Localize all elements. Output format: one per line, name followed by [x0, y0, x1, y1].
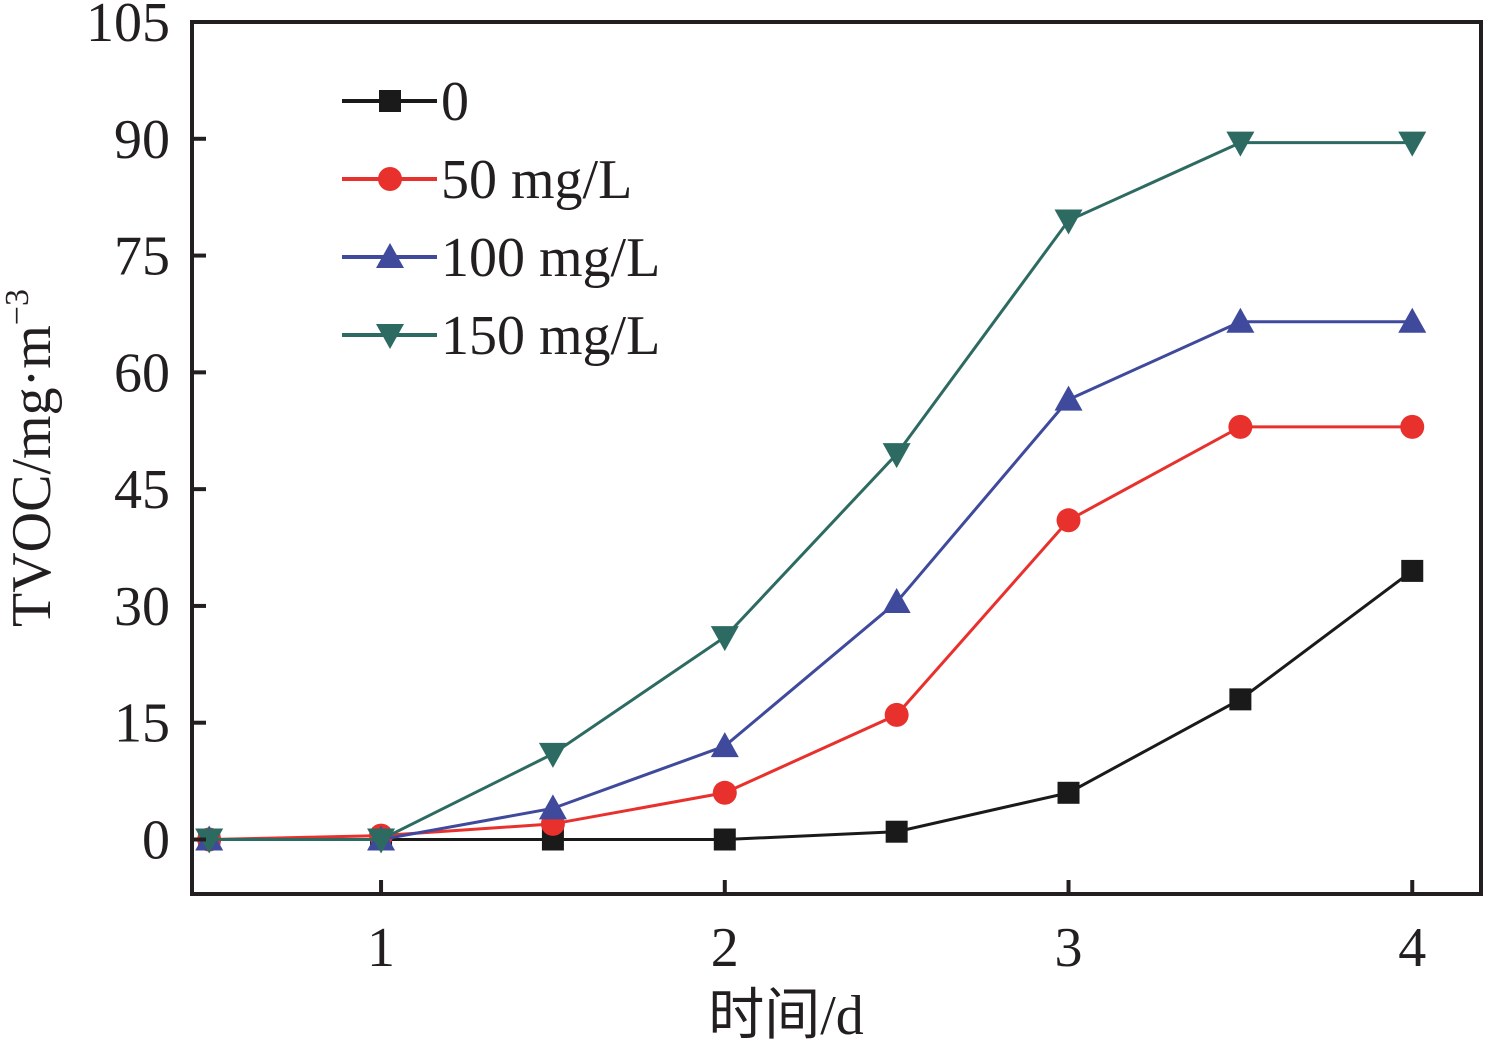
data-point-3-3 — [710, 626, 739, 652]
data-point-3-4 — [882, 443, 911, 469]
x-tick-label-1: 2 — [711, 917, 739, 979]
series-0 — [198, 559, 1424, 851]
data-point-3-2 — [538, 742, 567, 768]
data-point-1-5 — [1056, 508, 1081, 533]
series-line-3 — [209, 141, 1413, 841]
legend-marker-1 — [378, 167, 402, 191]
data-point-1-6 — [1228, 414, 1253, 439]
data-point-3-1 — [367, 828, 396, 854]
data-point-1-4 — [884, 702, 909, 727]
legend-label-1: 50 mg/L — [441, 149, 632, 211]
data-point-3-5 — [1054, 209, 1083, 235]
series-line-1 — [209, 425, 1413, 841]
y-tick-label-6: 90 — [114, 109, 170, 171]
y-tick-label-1: 15 — [114, 693, 170, 755]
y-tick-label-4: 60 — [114, 342, 170, 404]
y-tick-label-0: 0 — [142, 810, 170, 872]
y-tick-label-2: 30 — [114, 576, 170, 638]
data-point-2-6 — [1226, 307, 1255, 333]
data-point-2-5 — [1054, 385, 1083, 411]
x-axis-ticks: 1 2 3 4 — [367, 880, 1426, 979]
y-axis-title-superscript: −3 — [0, 289, 36, 325]
x-tick-label-0: 1 — [367, 917, 395, 979]
x-axis-title: 时间/d — [708, 985, 864, 1045]
y-axis-title: TVOC/mg·m−3 — [0, 289, 63, 627]
data-point-0-7 — [1401, 559, 1424, 582]
legend-item-2: 100 mg/L — [342, 227, 660, 289]
legend-label-2: 100 mg/L — [441, 227, 660, 289]
series-3 — [195, 131, 1427, 854]
data-point-0-3 — [713, 828, 736, 851]
y-tick-label-5: 75 — [114, 226, 170, 288]
data-point-1-3 — [712, 780, 737, 805]
legend-label-0: 0 — [441, 71, 469, 133]
legend: 0 50 mg/L 100 mg/L 150 mg/L — [342, 71, 660, 367]
x-tick-label-2: 3 — [1055, 917, 1083, 979]
data-point-2-3 — [710, 732, 739, 758]
data-point-3-6 — [1226, 131, 1255, 157]
legend-marker-3 — [376, 324, 404, 349]
data-point-0-6 — [1229, 688, 1252, 711]
legend-item-1: 50 mg/L — [342, 149, 632, 211]
x-tick-label-3: 4 — [1398, 917, 1426, 979]
series-line-2 — [209, 320, 1413, 841]
y-axis-ticks: 0 15 30 45 60 75 90 105 — [86, 0, 206, 872]
y-tick-label-3: 45 — [114, 459, 170, 521]
legend-label-3: 150 mg/L — [441, 305, 660, 367]
y-axis-title-main: TVOC/mg·m — [1, 325, 63, 627]
series-line-0 — [209, 569, 1414, 841]
series-2 — [195, 307, 1427, 851]
y-tick-label-7: 105 — [86, 0, 170, 54]
data-point-0-5 — [1057, 781, 1080, 804]
legend-marker-2 — [376, 243, 404, 268]
data-point-2-4 — [882, 588, 911, 614]
legend-marker-0 — [379, 90, 401, 112]
plot-frame — [190, 20, 1483, 896]
data-point-3-0 — [195, 828, 224, 854]
legend-item-3: 150 mg/L — [342, 305, 660, 367]
data-point-2-7 — [1398, 307, 1427, 333]
data-point-1-7 — [1400, 414, 1425, 439]
data-point-3-7 — [1398, 131, 1427, 157]
data-point-2-2 — [538, 794, 567, 820]
series-layer — [195, 131, 1427, 854]
data-point-0-4 — [885, 820, 908, 843]
legend-item-0: 0 — [342, 71, 469, 133]
series-1 — [197, 414, 1425, 852]
